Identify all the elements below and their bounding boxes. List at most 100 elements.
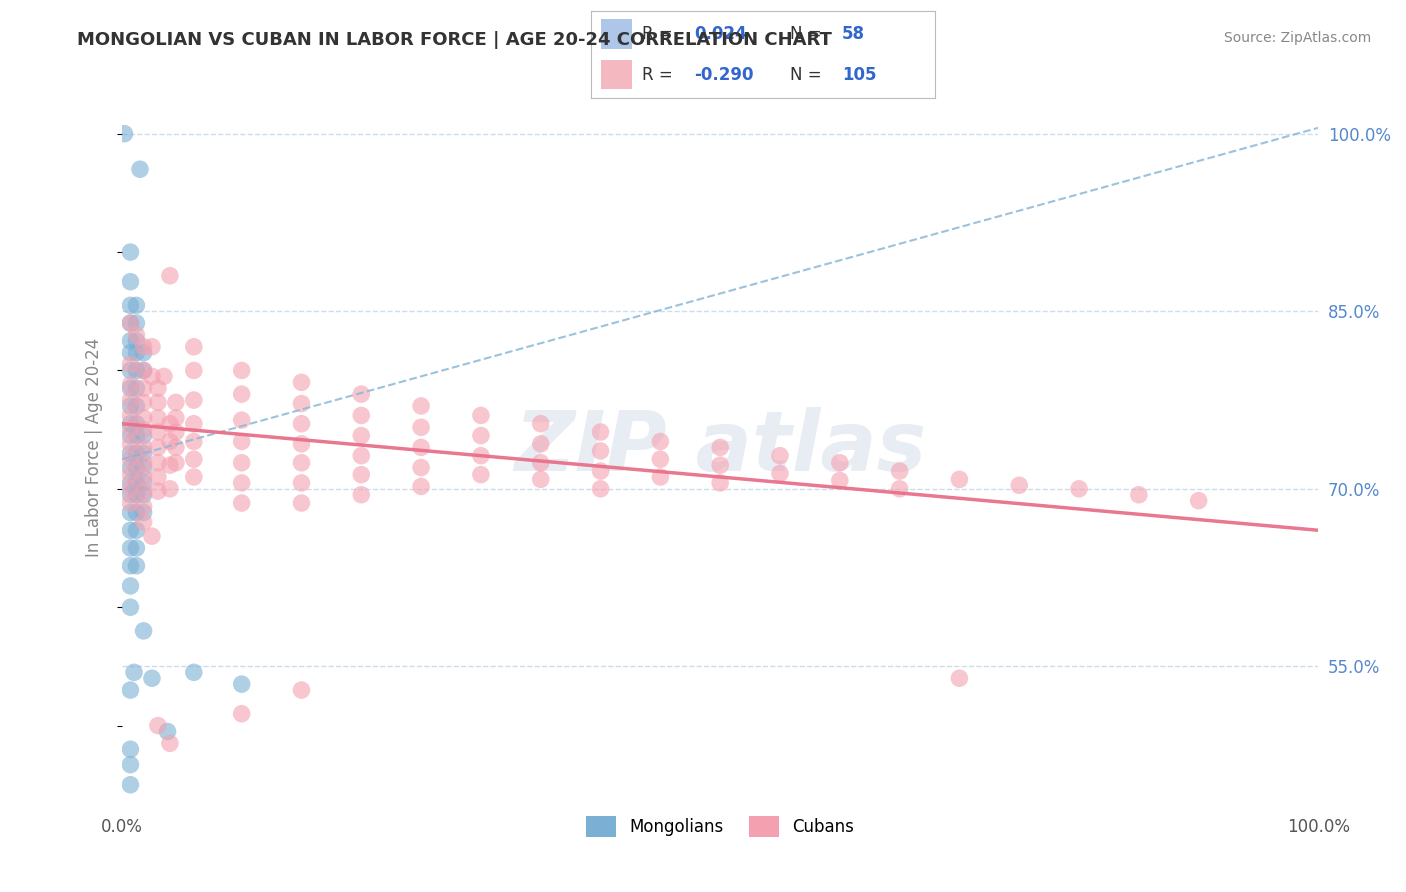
Point xyxy=(132,624,155,638)
Point xyxy=(165,395,187,409)
Point xyxy=(120,496,142,510)
Point xyxy=(120,541,142,555)
Point xyxy=(132,381,155,395)
Text: R =: R = xyxy=(643,25,673,44)
Point xyxy=(231,434,253,449)
Point xyxy=(159,482,181,496)
Point xyxy=(350,467,373,482)
Point xyxy=(132,410,155,425)
Point xyxy=(290,396,312,410)
Point xyxy=(589,464,612,478)
Point xyxy=(120,482,142,496)
Point xyxy=(146,484,169,499)
Point xyxy=(120,409,142,423)
Point xyxy=(132,488,155,502)
Point xyxy=(132,363,155,377)
Point xyxy=(290,437,312,451)
Point xyxy=(828,474,851,488)
Point xyxy=(650,452,672,467)
Text: R =: R = xyxy=(643,65,673,84)
Point xyxy=(290,456,312,470)
Text: 58: 58 xyxy=(842,25,865,44)
Point xyxy=(120,446,142,460)
Point xyxy=(132,345,155,359)
Point xyxy=(132,395,155,409)
Point xyxy=(120,452,142,467)
Text: N =: N = xyxy=(790,25,823,44)
Point xyxy=(125,506,148,520)
Point xyxy=(146,718,169,732)
Point xyxy=(470,428,492,442)
Point xyxy=(120,475,142,490)
Point xyxy=(290,496,312,510)
Point xyxy=(159,458,181,472)
Point xyxy=(120,399,142,413)
Point xyxy=(183,470,205,484)
Point xyxy=(183,392,205,407)
Point xyxy=(650,434,672,449)
Point xyxy=(125,345,148,359)
Bar xyxy=(600,60,631,89)
Point xyxy=(231,456,253,470)
Point xyxy=(132,515,155,529)
Text: 0.024: 0.024 xyxy=(695,25,747,44)
Point xyxy=(1008,478,1031,492)
Point xyxy=(120,417,142,431)
Point xyxy=(530,472,553,486)
Point xyxy=(120,506,142,520)
Point xyxy=(132,470,155,484)
Point xyxy=(141,340,163,354)
Point xyxy=(146,381,169,395)
Point xyxy=(769,467,792,481)
Point xyxy=(146,425,169,439)
Point xyxy=(114,127,136,141)
Text: -0.290: -0.290 xyxy=(695,65,754,84)
Point xyxy=(120,245,142,260)
Text: Source: ZipAtlas.com: Source: ZipAtlas.com xyxy=(1223,31,1371,45)
Point xyxy=(120,334,142,348)
Point xyxy=(120,778,142,792)
Point xyxy=(769,449,792,463)
Point xyxy=(146,470,169,484)
Point xyxy=(132,484,155,499)
Point xyxy=(125,327,148,342)
Point xyxy=(411,479,433,493)
Point xyxy=(159,417,181,431)
Point xyxy=(183,665,205,680)
Point xyxy=(350,428,373,442)
Bar xyxy=(600,20,631,49)
Point xyxy=(120,757,142,772)
Point xyxy=(709,475,731,490)
Point xyxy=(231,413,253,427)
Point xyxy=(146,395,169,409)
Point xyxy=(132,423,155,437)
Point xyxy=(141,671,163,685)
Point xyxy=(1067,482,1090,496)
Point xyxy=(141,369,163,384)
Point xyxy=(231,475,253,490)
Point xyxy=(132,456,155,470)
Point xyxy=(411,460,433,475)
Point xyxy=(132,363,155,377)
Point xyxy=(183,417,205,431)
Point xyxy=(290,376,312,390)
Point xyxy=(120,423,142,437)
Point xyxy=(125,399,148,413)
Point xyxy=(948,472,970,486)
Point xyxy=(120,275,142,289)
Point xyxy=(1188,493,1211,508)
Point xyxy=(120,392,142,407)
Point xyxy=(231,387,253,401)
Point xyxy=(120,523,142,537)
Point xyxy=(411,441,433,455)
Point xyxy=(141,529,163,543)
Point xyxy=(146,410,169,425)
Point xyxy=(159,268,181,283)
Text: 105: 105 xyxy=(842,65,876,84)
Point xyxy=(231,706,253,721)
Point xyxy=(129,162,152,177)
Point xyxy=(828,456,851,470)
Point xyxy=(120,298,142,312)
Legend: Mongolians, Cubans: Mongolians, Cubans xyxy=(579,810,860,844)
Point xyxy=(125,316,148,330)
